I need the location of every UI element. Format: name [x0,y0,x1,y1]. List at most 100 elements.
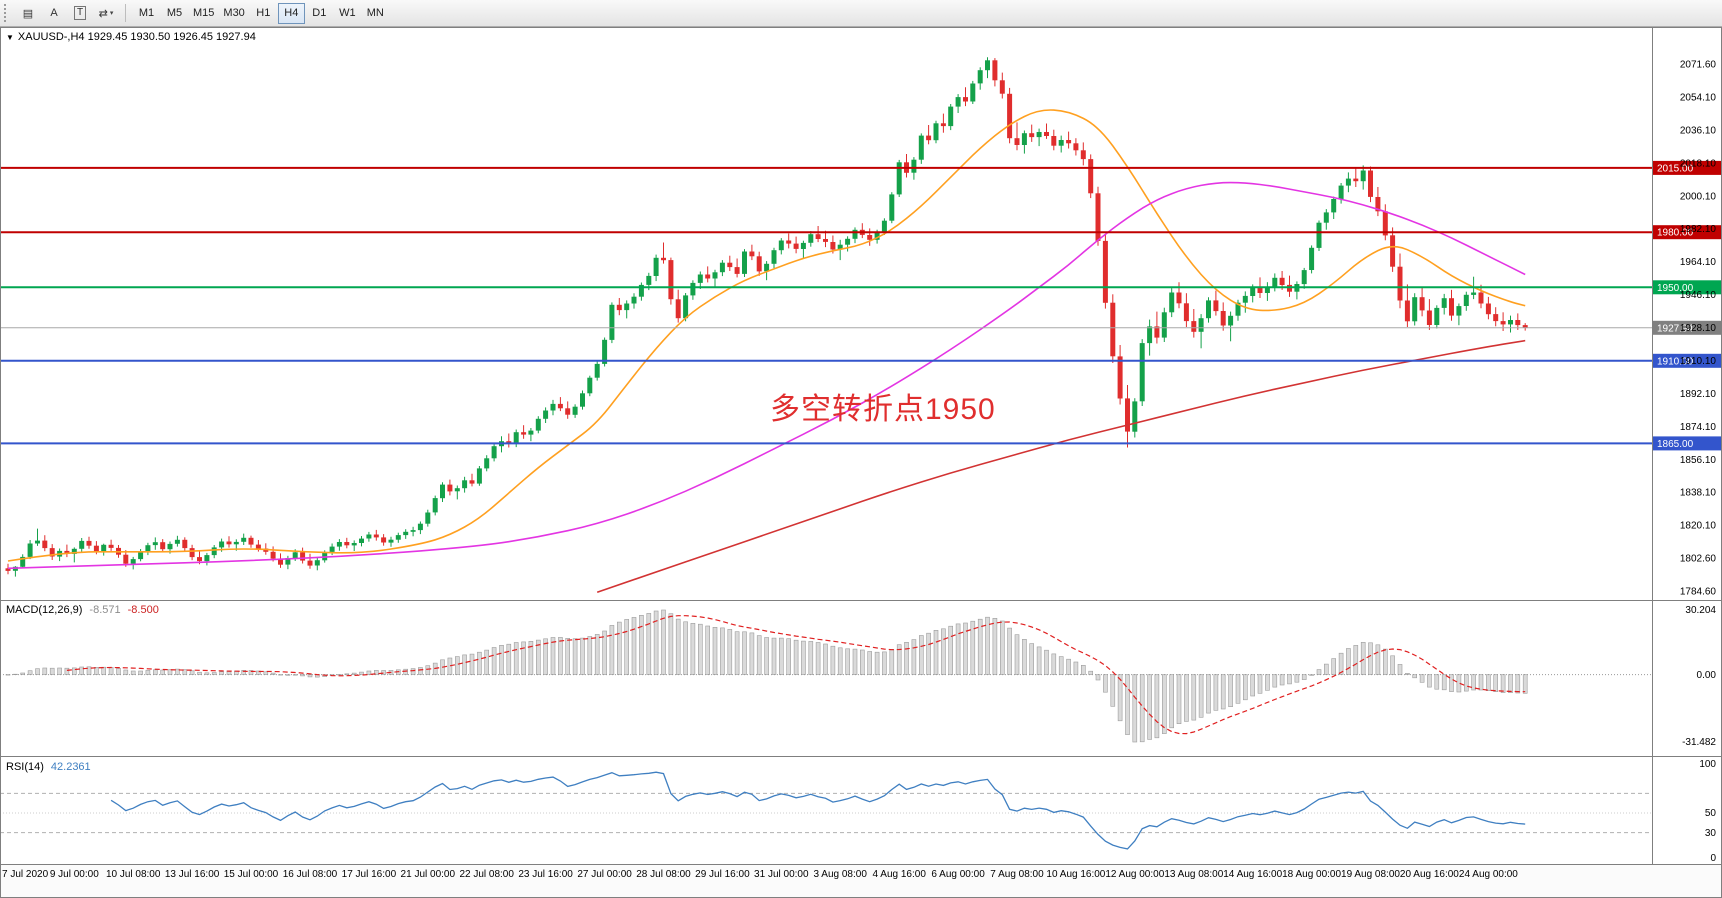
svg-text:20 Aug 16:00: 20 Aug 16:00 [1400,869,1459,880]
svg-text:19 Aug 08:00: 19 Aug 08:00 [1341,869,1400,880]
svg-text:1964.10: 1964.10 [1680,257,1717,268]
svg-text:27 Jul 00:00: 27 Jul 00:00 [577,869,632,880]
svg-text:1802.60: 1802.60 [1680,554,1717,565]
svg-text:21 Jul 00:00: 21 Jul 00:00 [401,869,456,880]
svg-text:50: 50 [1705,808,1717,819]
symbol-info: ▼ XAUUSD-,H4 1929.45 1930.50 1926.45 1927… [6,31,256,43]
rsi-name: RSI(14) [6,761,44,773]
toolbar: ▤ A T ⇄ ▾ M1 M5 M15 M30 H1 H4 D1 W1 MN [0,0,1722,27]
svg-text:9 Jul 00:00: 9 Jul 00:00 [50,869,99,880]
rsi-line [110,771,1526,850]
rsi-panel: 100 50 30 0 [0,759,1716,864]
macd-signal-line [66,615,1526,735]
svg-text:18 Aug 00:00: 18 Aug 00:00 [1282,869,1341,880]
letter-a-icon: A [50,7,58,19]
svg-text:31 Jul 00:00: 31 Jul 00:00 [754,869,809,880]
symbol-dropdown-icon[interactable]: ▼ [6,33,14,42]
svg-text:1980.00: 1980.00 [1657,228,1694,239]
macd-panel: 30.204 0.00 -31.482 [0,605,1716,748]
svg-text:1865.00: 1865.00 [1657,439,1694,450]
svg-text:6 Aug 00:00: 6 Aug 00:00 [931,869,985,880]
timeframe-button-m30[interactable]: M30 [219,3,248,24]
svg-text:22 Jul 08:00: 22 Jul 08:00 [459,869,514,880]
macd-main-value: -8.571 [89,604,121,616]
chart-background [0,27,1722,898]
chart-annotation-text[interactable]: 多空转折点1950 [770,393,996,426]
svg-text:1820.10: 1820.10 [1680,521,1717,532]
current-price-tag: 1927.94 [1653,320,1722,335]
time-axis-strip [0,865,1722,898]
svg-text:16 Jul 08:00: 16 Jul 08:00 [283,869,338,880]
svg-text:15 Jul 00:00: 15 Jul 00:00 [224,869,279,880]
toolbar-grip[interactable] [4,4,10,22]
svg-text:2000.10: 2000.10 [1680,191,1717,202]
svg-text:1927.94: 1927.94 [1657,323,1694,334]
timeframe-group: M1 M5 M15 M30 H1 H4 D1 W1 MN [133,2,389,24]
time-axis[interactable]: 7 Jul 2020 9 Jul 00:00 10 Jul 08:00 13 Jul … [2,869,1518,880]
price-axis[interactable]: 2071.60 2054.10 2036.10 2018.10 2000.10 1982.… [1680,60,1717,598]
svg-text:1910.00: 1910.00 [1657,356,1694,367]
cycle-arrows-icon: ⇄ [98,7,108,20]
svg-text:-31.482: -31.482 [1682,737,1716,748]
timeframe-button-d1[interactable]: D1 [306,3,333,24]
price-tag-2015.00: 2015.00 [1653,160,1722,175]
svg-text:12 Aug 00:00: 12 Aug 00:00 [1105,869,1164,880]
svg-text:10 Aug 16:00: 10 Aug 16:00 [1046,869,1105,880]
timeframe-button-h1[interactable]: H1 [250,3,277,24]
price-tag-1950.00: 1950.00 [1653,280,1722,295]
svg-text:4 Aug 16:00: 4 Aug 16:00 [873,869,927,880]
svg-text:7 Aug 08:00: 7 Aug 08:00 [990,869,1044,880]
svg-text:1946.10: 1946.10 [1680,290,1717,301]
svg-text:3 Aug 08:00: 3 Aug 08:00 [814,869,868,880]
svg-text:1874.10: 1874.10 [1680,422,1717,433]
svg-text:2054.10: 2054.10 [1680,92,1717,103]
svg-text:2015.00: 2015.00 [1657,163,1694,174]
price-tag-1865.00: 1865.00 [1653,436,1722,451]
svg-text:0.00: 0.00 [1697,670,1717,681]
label-a-button[interactable]: A [42,3,66,24]
ma-fast-line [7,109,1526,562]
svg-text:30: 30 [1705,828,1717,839]
timeframe-button-h4[interactable]: H4 [277,2,305,24]
svg-text:0: 0 [1710,853,1716,864]
timeframe-button-mn[interactable]: MN [362,3,389,24]
svg-text:1982.10: 1982.10 [1680,224,1717,235]
svg-text:10 Jul 08:00: 10 Jul 08:00 [106,869,161,880]
svg-text:29 Jul 16:00: 29 Jul 16:00 [695,869,750,880]
cycle-tool-button[interactable]: ⇄ ▾ [94,3,118,24]
macd-name: MACD(12,26,9) [6,604,83,616]
price-tag-1980.00: 1980.00 [1653,225,1722,240]
rsi-value: 42.2361 [50,761,91,773]
price-tag-1910.00: 1910.00 [1653,353,1722,368]
candlestick-series [5,57,1528,577]
svg-text:13 Aug 08:00: 13 Aug 08:00 [1164,869,1223,880]
svg-text:30.204: 30.204 [1685,605,1716,616]
svg-text:1838.10: 1838.10 [1680,488,1717,499]
chevron-down-icon: ▾ [109,10,114,17]
svg-text:28 Jul 08:00: 28 Jul 08:00 [636,869,691,880]
svg-text:1784.60: 1784.60 [1680,587,1717,598]
svg-text:100: 100 [1699,759,1716,770]
svg-text:2071.60: 2071.60 [1680,60,1717,71]
svg-text:2018.10: 2018.10 [1680,158,1717,169]
svg-text:17 Jul 16:00: 17 Jul 16:00 [342,869,397,880]
svg-text:23 Jul 16:00: 23 Jul 16:00 [518,869,573,880]
svg-text:2036.10: 2036.10 [1680,125,1717,136]
svg-text:1856.10: 1856.10 [1680,455,1717,466]
text-tool-button[interactable]: T [68,3,92,24]
timeframe-button-w1[interactable]: W1 [334,3,361,24]
svg-text:13 Jul 16:00: 13 Jul 16:00 [165,869,220,880]
timeframe-button-m1[interactable]: M1 [133,3,160,24]
toolbar-separator [125,4,126,22]
svg-text:14 Aug 16:00: 14 Aug 16:00 [1223,869,1282,880]
svg-text:24 Aug 00:00: 24 Aug 00:00 [1459,869,1518,880]
svg-text:1950.00: 1950.00 [1657,283,1694,294]
text-icon: T [73,6,87,20]
timeframe-button-m5[interactable]: M5 [161,3,188,24]
svg-text:1892.10: 1892.10 [1680,389,1717,400]
ma-slow-line [596,339,1526,593]
timeframe-button-m15[interactable]: M15 [189,3,218,24]
svg-text:1928.10: 1928.10 [1680,323,1717,334]
chart-window-button[interactable]: ▤ [16,3,40,24]
